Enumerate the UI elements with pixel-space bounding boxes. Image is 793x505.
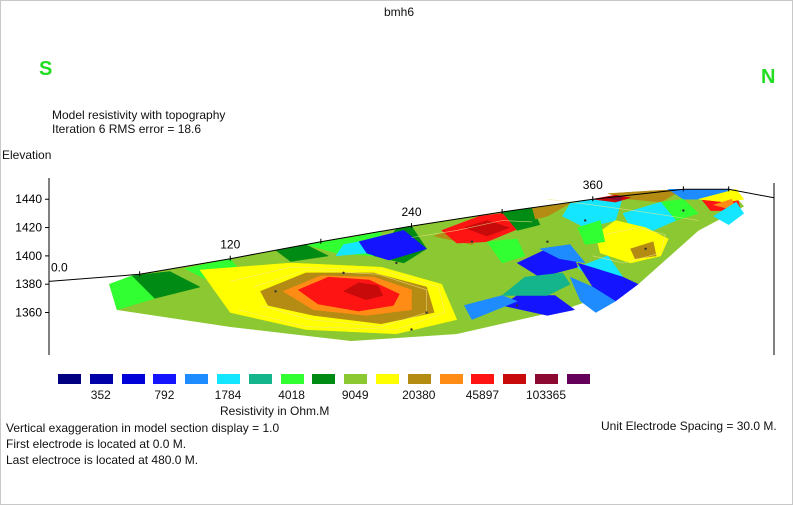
resistivity-region-34 — [464, 295, 518, 320]
y-tick-label-1: 1420 — [15, 221, 42, 235]
colorbar-swatch-16 — [566, 374, 590, 384]
south-label: S — [39, 58, 53, 80]
y-tick-label-2: 1400 — [15, 249, 42, 263]
data-point-3 — [516, 304, 519, 307]
colorbar-swatch-1 — [89, 374, 113, 384]
resistivity-region-32 — [501, 295, 576, 316]
data-point-1 — [342, 271, 345, 275]
colorbar-swatch-11 — [407, 374, 431, 384]
north-label: N — [761, 66, 776, 88]
subtitle-line2: Iteration 6 RMS error = 18.6 — [52, 122, 202, 136]
y-tick-label-3: 1380 — [15, 277, 42, 291]
resistivity-region-2 — [131, 271, 201, 299]
colorbar-label-6: 45897 — [465, 388, 500, 402]
topography-line — [48, 188, 775, 282]
y-axis-label: Elevation — [2, 148, 52, 162]
resistivity-region-28 — [539, 244, 586, 264]
x-tick-label-1: 120 — [220, 238, 240, 252]
resistivity-region-8 — [335, 241, 367, 257]
y-tick-label-4: 1360 — [15, 306, 42, 320]
first-electrode-note: First electrode is located at 0.0 M. — [6, 437, 187, 451]
resistivity-region-13 — [531, 203, 571, 220]
data-point-6 — [644, 247, 647, 250]
colorbar-swatch-5 — [217, 374, 240, 384]
contour-line-4 — [411, 220, 533, 238]
resistivity-region-26 — [713, 201, 745, 225]
colorbar-label-2: 1784 — [214, 388, 242, 402]
contour-line-1 — [252, 269, 427, 328]
resistivity-region-11 — [463, 220, 511, 237]
contour-line-0 — [230, 266, 446, 330]
colorbar-swatch-0 — [58, 374, 81, 384]
colorbar-swatch-8 — [312, 374, 336, 384]
colorbar-swatch-4 — [185, 374, 209, 384]
data-point-9 — [682, 209, 685, 212]
colorbar-label-3: 4018 — [278, 388, 305, 402]
resistivity-region-36 — [577, 220, 606, 245]
data-point-5 — [583, 219, 587, 222]
colorbar-label-7: 103365 — [525, 388, 567, 402]
colorbar-swatch-7 — [280, 374, 304, 384]
colorbar-swatch-9 — [344, 374, 368, 384]
colorbar-swatch-6 — [248, 374, 272, 384]
x-tick-label-3: 360 — [583, 178, 603, 192]
data-point-7 — [470, 240, 474, 243]
colorbar-swatch-12 — [439, 374, 463, 384]
resistivity-region-41 — [342, 282, 384, 301]
colorbar-label-1: 792 — [154, 388, 175, 402]
contour-line-2 — [592, 227, 666, 264]
unit-spacing-note: Unit Electrode Spacing = 30.0 M. — [601, 419, 777, 433]
resistivity-region-33 — [501, 272, 571, 296]
colorbar-swatch-2 — [121, 374, 145, 384]
y-tick-label-0: 1440 — [15, 192, 42, 206]
data-point-8 — [395, 261, 398, 265]
data-point-2 — [425, 311, 428, 314]
colorbar-swatch-3 — [153, 374, 177, 384]
colorbar-label-5: 20380 — [402, 388, 436, 402]
data-point-0 — [274, 290, 277, 293]
data-point-4 — [546, 240, 549, 243]
chart-title: bmh6 — [384, 5, 415, 19]
colorbar-label-0: 352 — [90, 388, 111, 402]
last-electrode-note: Last electroce is located at 480.0 M. — [6, 453, 199, 467]
resistivity-region-22 — [630, 241, 657, 259]
vertical-exaggeration-note: Vertical exaggeration in model section d… — [6, 421, 280, 435]
subtitle-line1: Model resistivity with topography — [52, 108, 226, 122]
data-point-10 — [410, 328, 413, 331]
colorbar-title: Resistivity in Ohm.M — [220, 404, 330, 418]
resistivity-region-24 — [698, 189, 745, 203]
colorbar-label-4: 9049 — [341, 388, 369, 402]
colorbar-swatch-14 — [503, 374, 527, 384]
x-tick-label-0: 0.0 — [51, 260, 68, 274]
colorbar-swatch-13 — [471, 374, 495, 384]
colorbar-swatch-10 — [376, 374, 399, 384]
resistivity-region-31 — [569, 276, 616, 313]
x-tick-label-2: 240 — [401, 205, 421, 219]
resistivity-region-35 — [486, 238, 526, 264]
colorbar-swatch-15 — [535, 374, 558, 384]
